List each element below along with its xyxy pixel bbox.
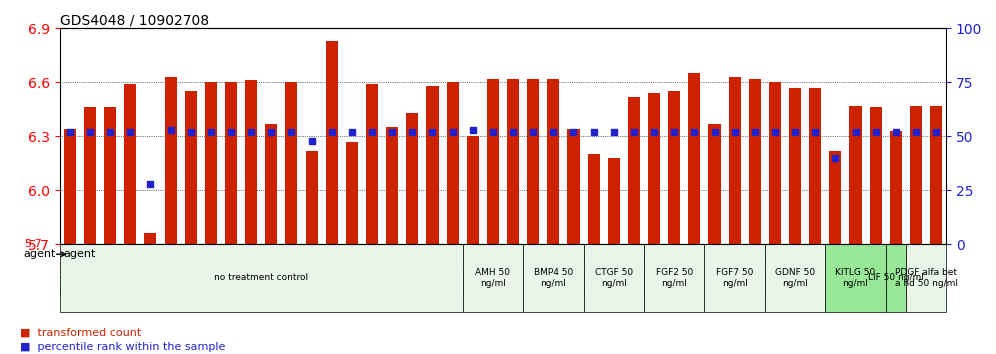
Bar [910,105,922,244]
Bar [144,233,156,244]
Bar [124,84,136,244]
Text: FGF7 50
ng/ml: FGF7 50 ng/ml [716,268,753,287]
Bar [608,158,620,244]
Bar [830,150,842,244]
FancyBboxPatch shape [704,244,765,312]
Bar [769,82,781,244]
Text: BMP4 50
ng/ml: BMP4 50 ng/ml [534,268,573,287]
Bar [205,82,217,244]
Text: no treatment control: no treatment control [214,273,309,282]
Bar [648,93,660,244]
FancyBboxPatch shape [644,244,704,312]
Bar [688,73,700,244]
Bar [245,80,257,244]
Bar [527,79,539,244]
Bar [406,113,418,244]
Text: AMH 50
ng/ml: AMH 50 ng/ml [475,268,510,287]
Text: PDGF alfa bet
a hd 50 ng/ml: PDGF alfa bet a hd 50 ng/ml [894,268,957,287]
Bar [366,84,378,244]
Bar [930,105,942,244]
Bar [326,41,338,244]
Bar [105,107,117,244]
Bar [306,150,318,244]
FancyBboxPatch shape [60,244,463,312]
FancyBboxPatch shape [826,244,885,312]
FancyBboxPatch shape [765,244,826,312]
Bar [729,77,741,244]
FancyBboxPatch shape [885,244,906,312]
Text: agent: agent [64,249,97,259]
Bar [809,88,822,244]
Text: FGF2 50
ng/ml: FGF2 50 ng/ml [655,268,693,287]
Bar [627,97,640,244]
Bar [265,124,277,244]
Bar [668,91,680,244]
Text: 5.7: 5.7 [24,239,42,249]
FancyBboxPatch shape [463,244,523,312]
Bar [467,136,479,244]
Text: LIF 50 ng/ml: LIF 50 ng/ml [868,273,923,282]
Text: GDNF 50
ng/ml: GDNF 50 ng/ml [775,268,815,287]
Bar [64,129,76,244]
Bar [346,142,358,244]
Text: agent: agent [24,249,56,259]
Bar [708,124,720,244]
Bar [850,105,862,244]
Bar [446,82,458,244]
Text: ■  transformed count: ■ transformed count [20,328,141,338]
Bar [789,88,801,244]
Text: KITLG 50
ng/ml: KITLG 50 ng/ml [836,268,875,287]
Text: ■  percentile rank within the sample: ■ percentile rank within the sample [20,342,225,352]
FancyBboxPatch shape [584,244,644,312]
Bar [507,79,519,244]
FancyBboxPatch shape [906,244,946,312]
Bar [548,79,560,244]
Bar [749,79,761,244]
Bar [84,107,96,244]
Bar [426,86,438,244]
Bar [184,91,197,244]
Bar [487,79,499,244]
Bar [386,127,398,244]
Text: CTGF 50
ng/ml: CTGF 50 ng/ml [595,268,632,287]
Bar [164,77,176,244]
Bar [225,82,237,244]
Text: GDS4048 / 10902708: GDS4048 / 10902708 [60,13,209,27]
Bar [870,107,881,244]
Bar [286,82,298,244]
Bar [588,154,600,244]
FancyBboxPatch shape [523,244,584,312]
Bar [568,129,580,244]
Bar [889,131,902,244]
